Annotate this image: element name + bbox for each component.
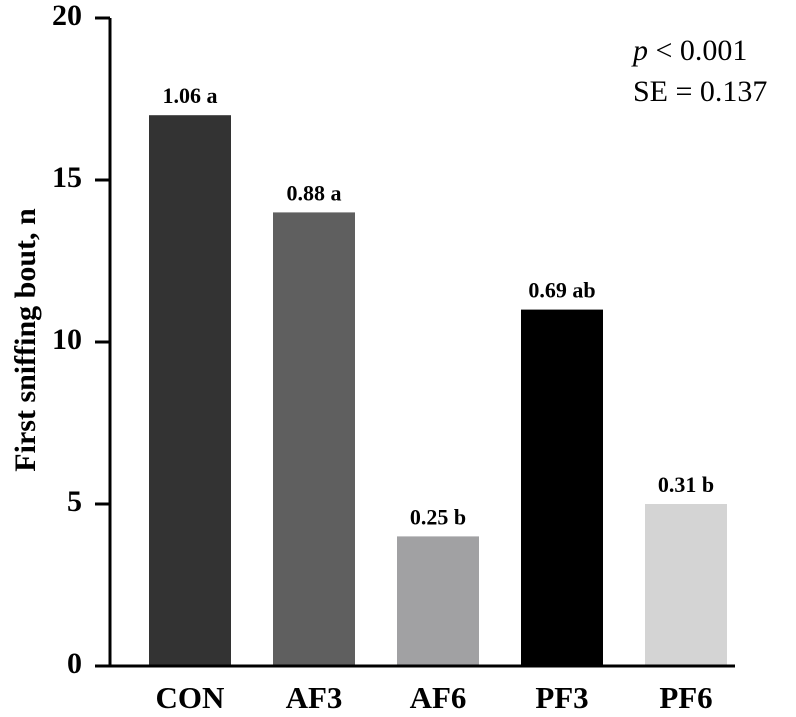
category-label-af6: AF6	[410, 680, 467, 715]
bar-af3	[273, 212, 355, 666]
y-tick-label: 15	[52, 161, 82, 194]
category-label-af3: AF3	[286, 680, 343, 715]
y-axis-label: First sniffing bout, n	[9, 208, 42, 472]
bar-label-af3: 0.88 a	[287, 180, 342, 205]
y-tick-label: 0	[67, 647, 82, 680]
se-text: SE = 0.137	[633, 75, 767, 108]
bar-af6	[397, 536, 479, 666]
y-tick-label: 20	[52, 0, 82, 32]
p-symbol: p	[631, 34, 648, 67]
bar-label-af6: 0.25 b	[410, 504, 466, 529]
category-labels: CON AF3 AF6 PF3 PF6	[156, 680, 713, 715]
y-tick-label: 10	[52, 323, 82, 356]
bar-value-labels: 1.06 a 0.88 a 0.25 b 0.69 ab 0.31 b	[163, 83, 715, 529]
bar-label-con: 1.06 a	[163, 83, 218, 108]
p-value: < 0.001	[648, 34, 747, 67]
bar-pf6	[645, 504, 727, 666]
bar-con	[149, 115, 231, 666]
y-axis-ticks: 0 5 10 15 20	[52, 0, 110, 680]
category-label-pf3: PF3	[535, 680, 588, 715]
category-label-con: CON	[156, 680, 225, 715]
bar-pf3	[521, 309, 603, 666]
category-label-pf6: PF6	[659, 680, 712, 715]
bar-label-pf3: 0.69 ab	[528, 278, 595, 303]
y-tick-label: 5	[67, 485, 82, 518]
bar-label-pf6: 0.31 b	[658, 472, 714, 497]
p-value-text: p < 0.001	[631, 34, 747, 67]
bars	[149, 115, 727, 666]
